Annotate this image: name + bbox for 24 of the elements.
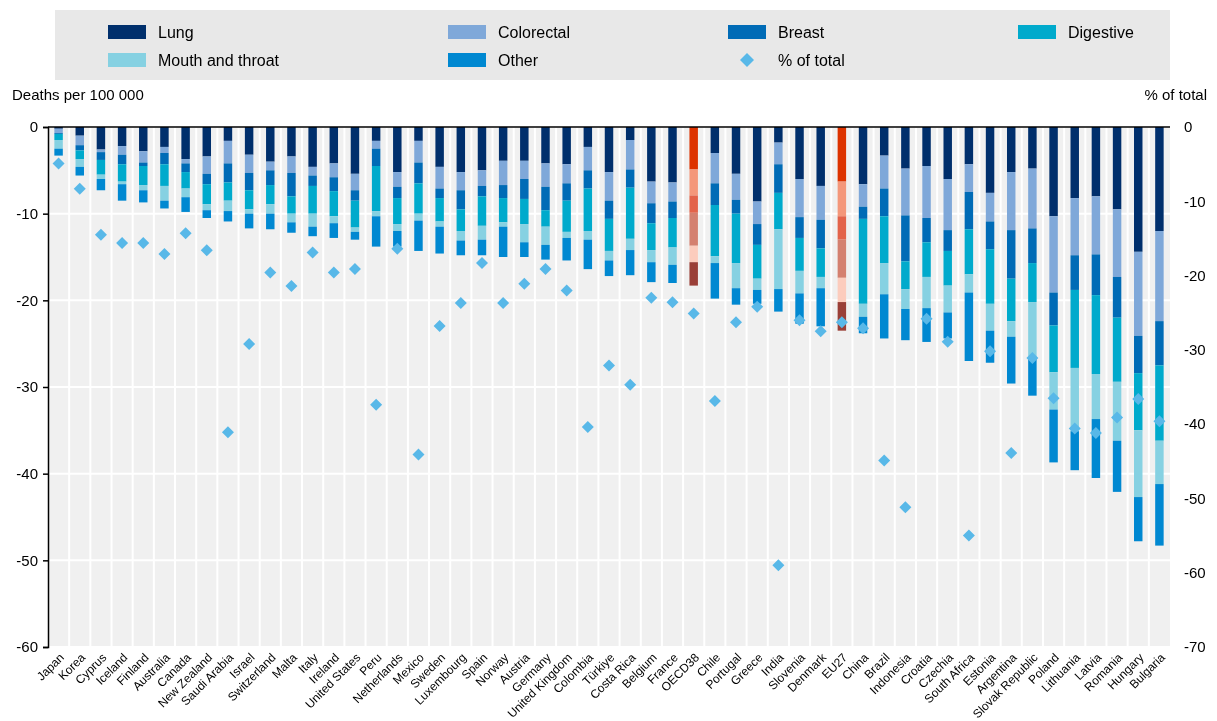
y-tick-label: -50 (16, 551, 38, 569)
y2-tick-label: -10 (1184, 192, 1206, 210)
y-tick-label: -20 (16, 291, 38, 309)
legend-label: % of total (778, 51, 845, 69)
y2-tick-label: -20 (1184, 266, 1206, 284)
legend-label: Other (498, 51, 539, 69)
legend-label: Mouth and throat (158, 51, 280, 69)
y-tick-label: -60 (16, 638, 38, 656)
y2-tick-label: -70 (1184, 638, 1206, 656)
legend-label: Breast (778, 23, 825, 41)
y-tick-label: -30 (16, 378, 38, 396)
y2-axis-title: % of total (1144, 86, 1207, 103)
y-tick-label: 0 (29, 118, 38, 136)
y-axis-title: Deaths per 100 000 (12, 86, 144, 103)
legend-label: Digestive (1068, 23, 1134, 41)
legend-label: Lung (158, 23, 194, 41)
y2-tick-label: -60 (1184, 564, 1206, 582)
y2-tick-label: -40 (1184, 415, 1206, 433)
y-tick-label: -10 (16, 204, 38, 222)
y2-tick-label: -30 (1184, 341, 1206, 359)
y2-tick-label: 0 (1184, 118, 1193, 136)
y2-tick-label: -50 (1184, 489, 1206, 507)
y-tick-label: -40 (16, 464, 38, 482)
legend-label: Colorectal (498, 23, 571, 41)
